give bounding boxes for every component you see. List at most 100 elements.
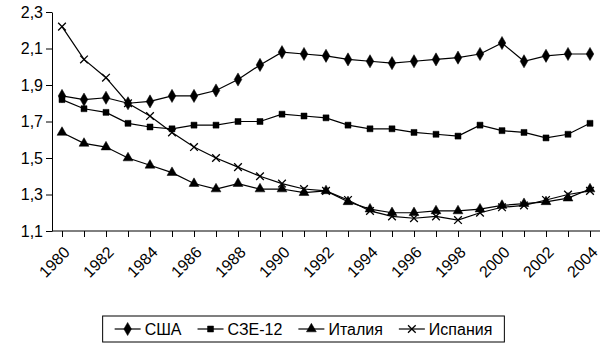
x-tick-label: 1994 xyxy=(344,243,381,280)
legend-label: Испания xyxy=(429,321,493,338)
x-tick: 2002 xyxy=(520,231,557,281)
marker xyxy=(145,160,155,169)
y-tick-mark xyxy=(46,122,52,123)
marker xyxy=(520,202,528,210)
y-tick: 1,7 xyxy=(21,113,52,130)
marker xyxy=(366,207,374,215)
marker xyxy=(57,127,67,136)
marker xyxy=(234,163,242,171)
series-line xyxy=(62,27,590,220)
marker xyxy=(411,129,417,135)
marker xyxy=(256,58,264,71)
marker xyxy=(189,178,199,187)
marker xyxy=(81,106,87,112)
marker xyxy=(191,122,197,128)
marker xyxy=(521,129,527,135)
x-tick xyxy=(392,231,393,237)
plot-area xyxy=(57,23,595,224)
y-tick-mark xyxy=(46,49,52,50)
marker xyxy=(520,55,528,68)
marker xyxy=(123,152,133,161)
marker xyxy=(498,203,506,211)
marker xyxy=(211,183,221,192)
marker xyxy=(79,138,89,147)
marker xyxy=(125,120,131,126)
x-tick: 1984 xyxy=(124,231,161,281)
x-tick xyxy=(84,231,85,237)
x-tick-label: 1990 xyxy=(256,243,293,280)
x-tick-mark xyxy=(502,231,503,237)
x-tick xyxy=(568,231,569,237)
marker xyxy=(454,216,462,224)
x-tick-label: 1980 xyxy=(36,243,73,280)
marker xyxy=(257,119,263,125)
marker xyxy=(59,97,65,103)
marker xyxy=(565,131,571,137)
legend-label: США xyxy=(145,321,182,338)
x-tick-label: 2004 xyxy=(564,243,601,280)
y-tick: 1,9 xyxy=(21,77,52,94)
x-tick-mark xyxy=(392,231,393,237)
marker xyxy=(256,172,264,180)
x-tick-mark xyxy=(84,231,85,237)
x-tick: 2000 xyxy=(476,231,513,281)
legend-label: Италия xyxy=(328,321,382,338)
legend-marker xyxy=(124,322,132,335)
marker xyxy=(190,89,198,102)
x-tick-mark xyxy=(458,231,459,237)
marker xyxy=(476,47,484,60)
marker xyxy=(168,89,176,102)
marker xyxy=(234,73,242,86)
series-line xyxy=(62,100,590,138)
marker xyxy=(279,111,285,117)
marker xyxy=(124,99,132,107)
x-tick: 1998 xyxy=(432,231,469,281)
marker xyxy=(542,196,550,204)
y-axis-line xyxy=(52,13,53,232)
marker xyxy=(235,119,241,125)
legend-item: СЗЕ-12 xyxy=(198,321,283,338)
y-tick-mark xyxy=(46,231,52,232)
legend-marker xyxy=(408,325,416,333)
x-tick-label: 1998 xyxy=(432,243,469,280)
x-tick-label: 1988 xyxy=(212,243,249,280)
x-tick: 1996 xyxy=(388,231,425,281)
marker xyxy=(124,97,132,110)
marker xyxy=(477,122,483,128)
x-tick-label: 1986 xyxy=(168,243,205,280)
x-tick-mark xyxy=(260,231,261,237)
marker xyxy=(168,129,176,137)
marker xyxy=(147,124,153,130)
x-tick-mark xyxy=(282,231,283,237)
y-tick-label: 2,1 xyxy=(21,40,43,57)
y-tick-mark xyxy=(46,158,52,159)
series-line xyxy=(62,43,590,103)
marker xyxy=(278,46,286,59)
marker xyxy=(300,185,308,193)
x-tick-mark xyxy=(304,231,305,237)
x-tick-label: 1992 xyxy=(300,243,337,280)
marker xyxy=(433,131,439,137)
series-line xyxy=(62,132,590,212)
x-tick: 1988 xyxy=(212,231,249,281)
x-tick-mark xyxy=(172,231,173,237)
marker xyxy=(102,74,110,82)
marker xyxy=(58,89,66,102)
y-tick-mark xyxy=(46,85,52,86)
marker xyxy=(564,47,572,60)
x-tick-label: 1982 xyxy=(80,243,117,280)
x-tick-label: 1996 xyxy=(388,243,425,280)
y-tick-label: 2,3 xyxy=(21,4,43,21)
marker xyxy=(103,109,109,115)
marker xyxy=(80,56,88,64)
x-tick-mark xyxy=(568,231,569,237)
y-tick-label: 1,1 xyxy=(21,223,43,240)
marker xyxy=(233,178,243,187)
marker xyxy=(343,196,353,205)
y-tick-label: 1,7 xyxy=(21,113,43,130)
marker xyxy=(498,36,506,49)
marker xyxy=(345,122,351,128)
x-tick-mark xyxy=(436,231,437,237)
marker xyxy=(146,95,154,108)
x-tick-mark xyxy=(326,231,327,237)
